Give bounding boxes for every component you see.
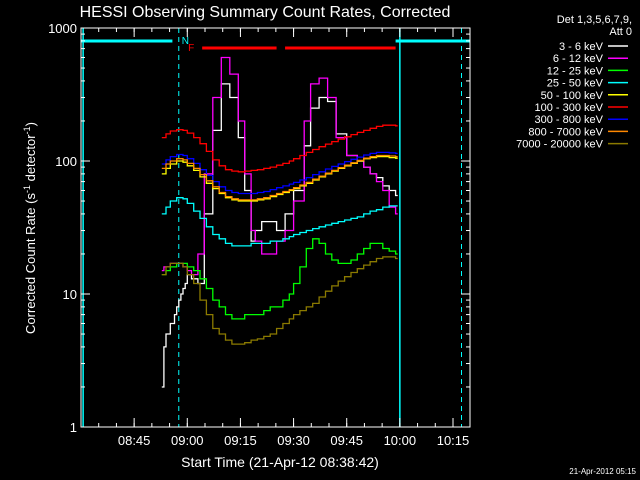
series-line-7: [161, 154, 398, 201]
x-tick-label-5: 10:00: [384, 433, 417, 448]
timestamp: 21-Apr-2012 05:15: [569, 467, 636, 476]
legend-label-3: 25 - 50 keV: [547, 78, 604, 90]
y-tick-label-0: 1: [70, 420, 77, 435]
y-tick-label-2: 100: [55, 154, 77, 169]
flare-label: F: [188, 43, 194, 54]
x-tick-label-4: 09:45: [330, 433, 363, 448]
legend-label-6: 300 - 800 keV: [535, 114, 604, 126]
legend-label-7: 800 - 7000 keV: [528, 126, 603, 138]
legend-label-8: 7000 - 20000 keV: [516, 139, 604, 151]
chart-title: HESSI Observing Summary Count Rates, Cor…: [80, 4, 451, 21]
y-tick-label-3: 1000: [48, 21, 77, 36]
x-tick-label-0: 08:45: [118, 433, 151, 448]
legend-label-4: 50 - 100 keV: [541, 90, 604, 102]
x-tick-label-2: 09:15: [224, 433, 257, 448]
legend-label-2: 12 - 25 keV: [547, 65, 604, 77]
series-line-2: [161, 238, 398, 320]
night-label: N: [182, 36, 189, 47]
legend-label-0: 3 - 6 keV: [559, 41, 604, 53]
series-line-6: [161, 151, 398, 195]
y-tick-label-1: 10: [63, 287, 77, 302]
series-line-1: [161, 56, 398, 276]
legend-header-line2: Att 0: [609, 26, 632, 38]
x-tick-label-3: 09:30: [277, 433, 310, 448]
x-tick-label-6: 10:15: [437, 433, 470, 448]
series-line-3: [161, 197, 398, 247]
x-tick-label-1: 09:00: [171, 433, 204, 448]
x-axis-label: Start Time (21-Apr-12 08:38:42): [181, 454, 379, 470]
series-line-5: [161, 124, 398, 173]
series-line-8: [161, 256, 398, 345]
legend-header-line1: Det 1,3,5,6,7,9,: [557, 14, 632, 26]
plot-area: NF 1 10 100 1000 08:45 09:00 09:15 09:30 09:45 10:…: [48, 21, 471, 448]
legend-label-5: 100 - 300 keV: [535, 102, 604, 114]
y-axis-label: Corrected Count Rate (s-1 detector-1): [22, 122, 38, 334]
legend-label-1: 6 - 12 keV: [553, 53, 604, 65]
